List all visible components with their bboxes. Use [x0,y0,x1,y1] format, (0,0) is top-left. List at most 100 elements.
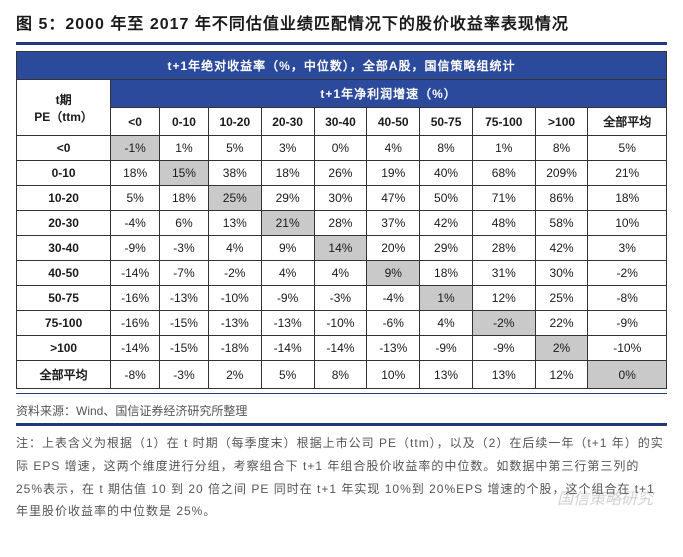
cell: 40% [420,161,473,186]
cell: 12% [472,286,535,311]
cell: 13% [208,211,261,236]
cell: 19% [367,161,420,186]
cell: 18% [588,186,667,211]
col-h: 75-100 [472,108,535,136]
cell: 18% [261,161,314,186]
cell: 37% [367,211,420,236]
cell: 4% [420,311,473,336]
cell: 4% [314,261,367,286]
footnote: 注：上表含义为根据（1）在 t 时期（每季度末）根据上市公司 PE（ttm），以… [16,432,667,523]
data-table: t+1年绝对收益率（%，中位数），全部A股，国信策略组统计 t期 PE（ttm）… [16,51,667,389]
cell: 12% [535,361,588,389]
table-row: >100-14%-15%-18%-14%-14%-13%-9%-9%2%-10% [17,336,667,361]
cell: -10% [208,286,261,311]
cell: -9% [472,336,535,361]
table-row: 40-50-14%-7%-2%4%4%9%18%31%30%-2% [17,261,667,286]
row-header: 30-40 [17,236,111,261]
cell: 29% [420,236,473,261]
source-line: 资料来源：Wind、国信证券经济研究所整理 [16,402,667,419]
cell: 26% [314,161,367,186]
cell: -6% [367,311,420,336]
cell: 8% [535,136,588,161]
cell: 31% [472,261,535,286]
cell: 1% [160,136,209,161]
cell: 14% [314,236,367,261]
cell: 18% [420,261,473,286]
cell: 9% [261,236,314,261]
corner-top: t期 [19,91,108,108]
cell: 50% [420,186,473,211]
cell: -13% [160,286,209,311]
cell: -14% [111,336,160,361]
row-header: >100 [17,336,111,361]
cell: -14% [261,336,314,361]
col-h: >100 [535,108,588,136]
cell: 28% [314,211,367,236]
cell: -8% [111,361,160,389]
cell: 8% [420,136,473,161]
col-h: 10-20 [208,108,261,136]
cell: 18% [160,186,209,211]
row-header: 50-75 [17,286,111,311]
cell: 86% [535,186,588,211]
cell: -15% [160,336,209,361]
cell: -10% [314,311,367,336]
cell: 13% [420,361,473,389]
row-header: 全部平均 [17,361,111,389]
cell: 30% [314,186,367,211]
cell: 71% [472,186,535,211]
rule-top [16,42,667,45]
cell: 4% [208,236,261,261]
cell: -4% [367,286,420,311]
cell: 13% [472,361,535,389]
table-row: 0-1018%15%38%18%26%19%40%68%209%21% [17,161,667,186]
row-header: 75-100 [17,311,111,336]
cell: 2% [535,336,588,361]
cell: 22% [535,311,588,336]
cell: 47% [367,186,420,211]
cell: -10% [588,336,667,361]
cell: -14% [314,336,367,361]
cell: 5% [261,361,314,389]
corner-bot: PE（ttm） [19,108,108,125]
cell: 20% [367,236,420,261]
cell: -9% [111,236,160,261]
cell: -3% [314,286,367,311]
cell: -3% [160,236,209,261]
cell: 38% [208,161,261,186]
cell: 5% [111,186,160,211]
cell: 0% [314,136,367,161]
row-header: <0 [17,136,111,161]
cell: 29% [261,186,314,211]
cell: 25% [208,186,261,211]
cell: -14% [111,261,160,286]
cell: -16% [111,311,160,336]
cell: -13% [261,311,314,336]
table-row: 30-40-9%-3%4%9%14%20%29%28%42%3% [17,236,667,261]
cell: 5% [588,136,667,161]
table-row: 10-205%18%25%29%30%47%50%71%86%18% [17,186,667,211]
cell: 3% [588,236,667,261]
cell: 48% [472,211,535,236]
cell: 42% [420,211,473,236]
banner: t+1年绝对收益率（%，中位数），全部A股，国信策略组统计 [17,52,667,80]
col-h: <0 [111,108,160,136]
cell: 6% [160,211,209,236]
cell: 4% [261,261,314,286]
table-body: <0-1%1%5%3%0%4%8%1%8%5%0-1018%15%38%18%2… [17,136,667,389]
cell: -13% [208,311,261,336]
cell: 15% [160,161,209,186]
row-header: 20-30 [17,211,111,236]
col-header-row: <0 0-10 10-20 20-30 30-40 40-50 50-75 75… [17,108,667,136]
cell: 2% [208,361,261,389]
cell: 5% [208,136,261,161]
table-row: 75-100-16%-15%-13%-13%-10%-6%4%-2%22%-9% [17,311,667,336]
cell: 25% [535,286,588,311]
col-h: 全部平均 [588,108,667,136]
table-row: 20-30-4%6%13%21%28%37%42%48%58%10% [17,211,667,236]
cell: -2% [472,311,535,336]
cell: 1% [472,136,535,161]
row-header: 40-50 [17,261,111,286]
cell: 58% [535,211,588,236]
rule-bot [16,423,667,426]
